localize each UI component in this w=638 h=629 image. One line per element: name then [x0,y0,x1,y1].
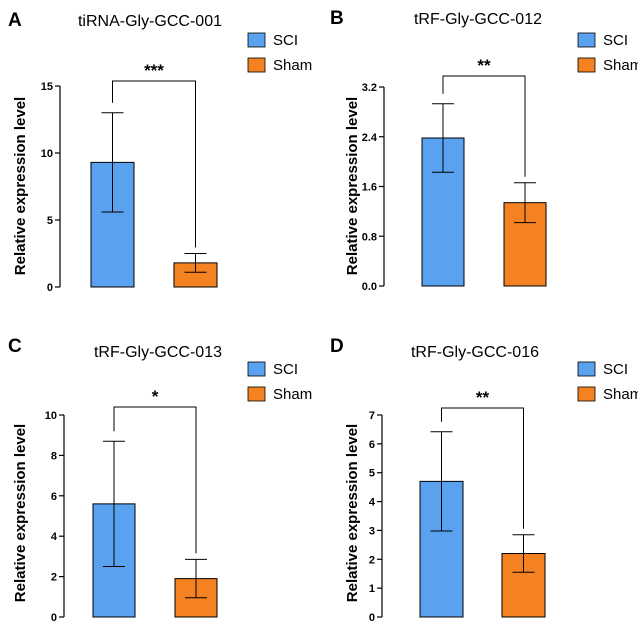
y-tick-label: 6 [51,491,57,503]
legend-label-sci: SCI [603,32,628,49]
legend-label-sham: Sham [603,57,638,74]
y-tick-label: 0 [47,282,53,294]
y-tick-label: 8 [51,450,57,462]
bracket-line [113,406,197,554]
legend-swatch-sci [247,32,266,48]
legend-label-sham: Sham [273,57,312,74]
significance-bracket: * [113,387,197,554]
y-tick-label: 7 [369,410,375,422]
panel-letter: D [330,336,344,357]
significance-bracket: ** [441,388,524,529]
chart-title: tRF-Gly-GCC-012 [414,11,542,28]
chart-title: tRF-Gly-GCC-016 [411,344,539,361]
panel-letter: A [8,10,22,31]
legend-label-sham: Sham [273,386,312,403]
error-bar-sham [184,253,207,273]
chart-title: tiRNA-Gly-GCC-001 [78,13,222,30]
y-tick-label: 5 [47,215,53,227]
significance-stars: *** [144,61,164,80]
legend-label-sci: SCI [603,361,628,378]
bracket-line [442,75,526,177]
y-tick-label: 15 [41,81,53,93]
bracket-line [112,80,196,248]
error-bar-sham [185,558,207,599]
y-axis-label: Relative expression level [344,97,361,275]
y-tick-label: 0 [51,612,57,624]
legend: SCI Sham [247,32,312,74]
legend-swatch-sci [577,361,596,377]
y-axis-label: Relative expression level [12,97,29,275]
significance-stars: ** [476,388,490,407]
legend-swatch-sham [577,57,596,73]
legend-swatch-sham [247,57,266,73]
y-tick-label: 0.0 [362,281,377,293]
y-tick-label: 0 [369,612,375,624]
significance-stars: ** [477,56,491,75]
legend-swatch-sham [577,386,596,402]
y-tick-label: 6 [369,439,375,451]
y-tick-label: 2.4 [362,132,378,144]
y-tick-label: 3.2 [362,82,377,94]
significance-bracket: ** [442,56,526,177]
error-bar-sci [432,103,454,173]
legend-swatch-sham [247,386,266,402]
error-bar-sham [514,182,536,224]
y-tick-label: 2 [51,572,57,584]
error-bar-sci [101,112,124,213]
y-axis-label: Relative expression level [12,424,29,602]
y-tick-label: 0.8 [362,231,377,243]
error-bar-sham [512,534,535,573]
legend-label-sci: SCI [273,361,298,378]
y-tick-label: 10 [41,148,53,160]
legend-label-sham: Sham [603,386,638,403]
legend: SCI Sham [577,32,638,74]
y-tick-label: 4 [369,497,376,509]
y-tick-label: 5 [369,468,375,480]
error-bar-sci [103,440,125,567]
panel-letter: B [330,8,344,29]
significance-stars: * [152,387,159,406]
y-tick-label: 1.6 [362,182,377,194]
y-axis-label: Relative expression level [344,424,361,602]
panel-letter: C [8,336,22,357]
significance-bracket: *** [112,61,196,248]
legend: SCI Sham [577,361,638,403]
bracket-line [441,407,524,529]
y-tick-label: 1 [369,583,375,595]
legend-label-sci: SCI [273,32,298,49]
y-tick-label: 3 [369,525,375,537]
legend-swatch-sci [247,361,266,377]
y-tick-label: 4 [51,531,58,543]
legend-swatch-sci [577,32,596,48]
legend: SCI Sham [247,361,312,403]
chart-title: tRF-Gly-GCC-013 [94,344,222,361]
y-tick-label: 2 [369,554,375,566]
y-tick-label: 10 [45,410,57,422]
error-bar-sci [430,431,453,532]
